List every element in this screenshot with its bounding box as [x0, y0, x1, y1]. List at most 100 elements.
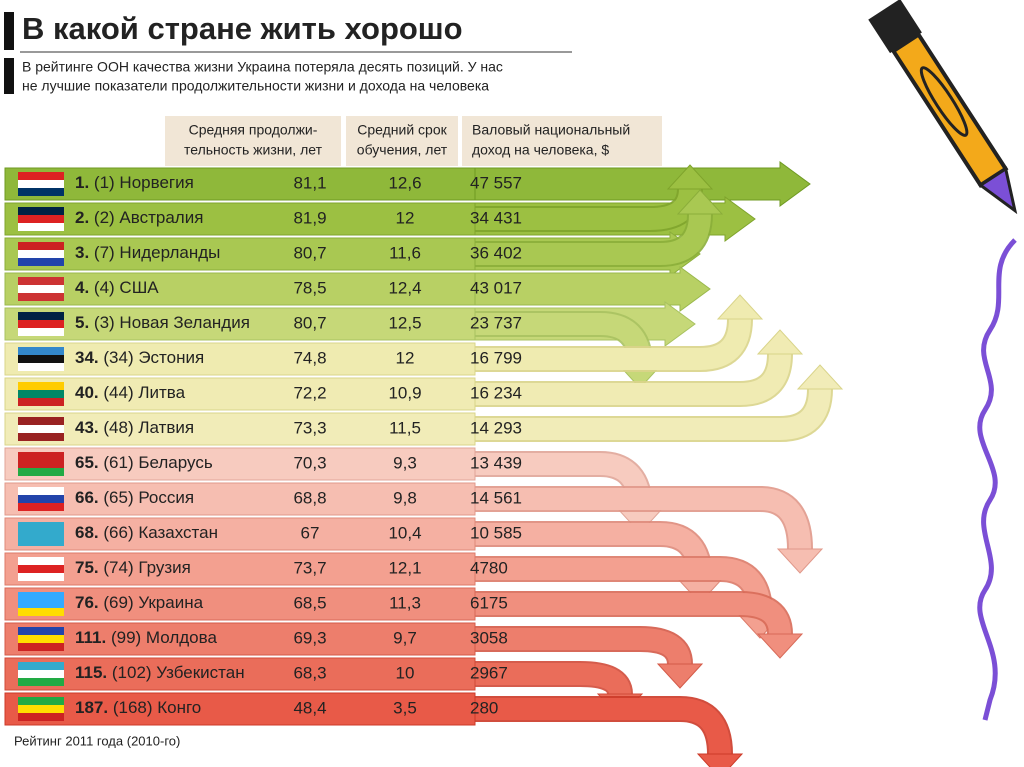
row-label: 65. (61) Беларусь: [75, 453, 213, 472]
schooling-years: 12,1: [388, 558, 421, 577]
flag: [18, 347, 64, 355]
row-bg: [4, 692, 476, 726]
flag: [18, 293, 64, 301]
curved-arrow: [470, 488, 811, 550]
schooling-years: 11,6: [389, 243, 421, 262]
flag: [18, 207, 64, 215]
row-bg: [4, 412, 476, 446]
country: (69) Украина: [103, 593, 203, 612]
schooling-years: 12: [396, 208, 415, 227]
rank: 187.: [75, 698, 108, 717]
schooling-years: 11,5: [389, 418, 421, 437]
life-expectancy: 78,5: [293, 278, 326, 297]
flag: [18, 592, 64, 600]
flag: [18, 433, 64, 441]
row-bg: [4, 517, 476, 551]
flag: [18, 328, 64, 336]
flag: [18, 242, 64, 250]
flag: [18, 678, 64, 686]
income: 16 234: [470, 383, 522, 402]
row-label: 115. (102) Узбекистан: [75, 663, 245, 682]
decorative-line: [977, 238, 1017, 721]
row-bg: [4, 237, 476, 271]
schooling-years: 11,3: [389, 593, 421, 612]
country: (66) Казахстан: [103, 523, 218, 542]
flag: [18, 600, 64, 608]
flag: [18, 468, 64, 476]
flag: [18, 215, 64, 223]
row-bg: [4, 307, 476, 341]
row-label: 76. (69) Украина: [75, 593, 204, 612]
row-bg: [4, 447, 476, 481]
row-bg: [4, 167, 476, 201]
flag: [18, 188, 64, 196]
flag: [18, 697, 64, 705]
country: (65) Россия: [103, 488, 194, 507]
arrow-head: [776, 548, 824, 574]
flag: [18, 627, 64, 635]
flag: [18, 285, 64, 293]
rank: 3.: [75, 243, 89, 262]
curved-arrow: [470, 318, 751, 370]
country: (61) Беларусь: [103, 453, 212, 472]
flag: [18, 608, 64, 616]
arrow-head: [756, 633, 804, 659]
life-expectancy: 48,4: [293, 698, 326, 717]
arrow-head: [796, 364, 844, 390]
income: 3058: [470, 628, 508, 647]
schooling-years: 9,3: [393, 453, 417, 472]
row-label: 68. (66) Казахстан: [75, 523, 218, 542]
life-expectancy: 80,7: [293, 313, 326, 332]
flag: [18, 452, 64, 460]
curved-arrow: [470, 213, 711, 265]
arrow-head: [656, 663, 704, 689]
country: (99) Молдова: [111, 628, 218, 647]
flag: [18, 487, 64, 495]
row-label: 43. (48) Латвия: [75, 418, 194, 437]
row-bg: [4, 272, 476, 306]
flag: [18, 417, 64, 425]
rank: 66.: [75, 488, 99, 507]
schooling-years: 9,7: [393, 628, 417, 647]
country: (44) Литва: [103, 383, 185, 402]
country: (102) Узбекистан: [112, 663, 245, 682]
country: (34) Эстония: [103, 348, 204, 367]
arrow-head: [696, 753, 744, 767]
rank: 76.: [75, 593, 99, 612]
life-expectancy: 70,3: [293, 453, 326, 472]
rank: 43.: [75, 418, 99, 437]
life-expectancy: 73,3: [293, 418, 326, 437]
life-expectancy: 81,1: [293, 173, 326, 192]
country: (4) США: [94, 278, 159, 297]
flag: [18, 662, 64, 670]
income: 6175: [470, 593, 508, 612]
life-expectancy: 68,8: [293, 488, 326, 507]
schooling-years: 10,9: [388, 383, 421, 402]
column-header-bg: [462, 116, 662, 166]
income: 13 439: [470, 453, 522, 472]
schooling-years: 12,6: [388, 173, 421, 192]
schooling-years: 3,5: [393, 698, 417, 717]
row-bg: [4, 587, 476, 621]
life-expectancy: 73,7: [293, 558, 326, 577]
row-bg: [4, 552, 476, 586]
row-bg: [4, 622, 476, 656]
country: (3) Новая Зеландия: [94, 313, 250, 332]
life-expectancy: 81,9: [293, 208, 326, 227]
rank: 2.: [75, 208, 89, 227]
curved-arrow: [470, 188, 701, 230]
flag: [18, 670, 64, 678]
flag: [18, 522, 64, 530]
flag: [18, 382, 64, 390]
column-header: обучения, лет: [357, 142, 448, 158]
flag: [18, 565, 64, 573]
row-bg: [4, 377, 476, 411]
flag: [18, 363, 64, 371]
rank: 5.: [75, 313, 89, 332]
flag: [18, 250, 64, 258]
column-header: Валовый национальный: [472, 122, 630, 138]
country: (7) Нидерланды: [94, 243, 220, 262]
life-expectancy: 72,2: [293, 383, 326, 402]
row-label: 34. (34) Эстония: [75, 348, 204, 367]
